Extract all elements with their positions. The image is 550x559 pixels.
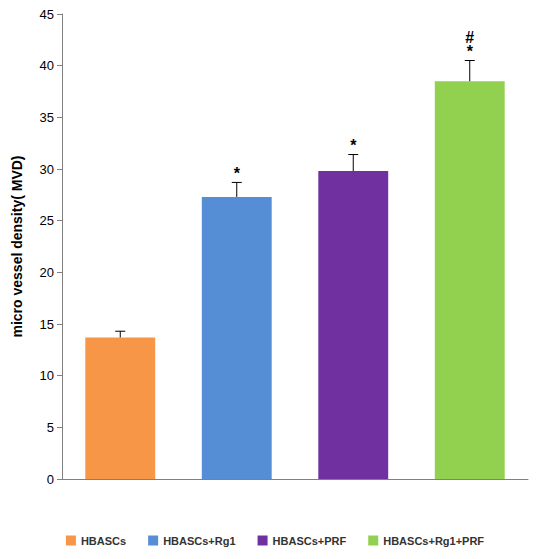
svg-text:HBASCs+PRF: HBASCs+PRF [273, 535, 347, 547]
svg-text:25: 25 [40, 213, 54, 228]
svg-text:10: 10 [40, 368, 54, 383]
svg-text:*: * [234, 165, 241, 182]
svg-text:35: 35 [40, 110, 54, 125]
svg-text:*: * [467, 43, 474, 60]
svg-text:0: 0 [47, 472, 54, 487]
svg-text:HBASCs+Rg1: HBASCs+Rg1 [163, 535, 235, 547]
svg-text:45: 45 [40, 7, 54, 22]
svg-text:20: 20 [40, 265, 54, 280]
svg-text:15: 15 [40, 317, 54, 332]
svg-text:HBASCs+Rg1+PRF: HBASCs+Rg1+PRF [383, 535, 484, 547]
svg-text:*: * [350, 137, 357, 154]
svg-text:micro vessel density( MVD): micro vessel density( MVD) [9, 155, 25, 337]
svg-text:40: 40 [40, 58, 54, 73]
svg-text:30: 30 [40, 162, 54, 177]
svg-text:5: 5 [47, 420, 54, 435]
svg-text:HBASCs: HBASCs [81, 535, 126, 547]
